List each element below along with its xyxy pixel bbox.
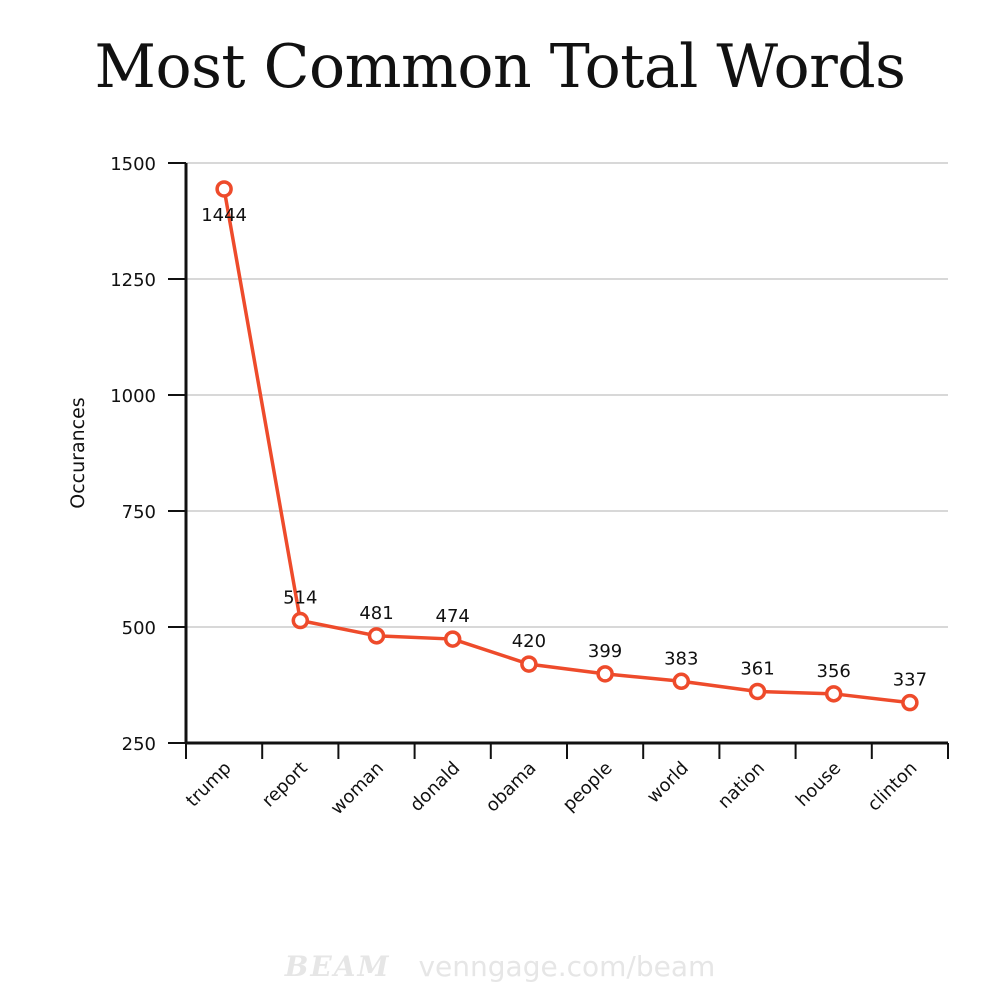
data-label: 474 — [436, 606, 470, 627]
data-label: 356 — [817, 661, 851, 682]
data-label: 383 — [664, 648, 698, 669]
data-point — [520, 655, 538, 673]
data-point — [291, 611, 310, 630]
x-tick-label: people — [559, 758, 617, 816]
chart-title: Most Common Total Words — [94, 32, 906, 102]
y-tick-label: 750 — [122, 502, 156, 523]
series-line — [222, 188, 911, 705]
x-tick-label: house — [792, 758, 845, 811]
y-tick-label: 500 — [122, 618, 156, 639]
y-tick-label: 1250 — [110, 270, 156, 291]
data-point — [215, 180, 233, 198]
data-label: 361 — [740, 658, 774, 679]
y-tick-label: 1500 — [110, 154, 156, 175]
x-tick-label: obama — [482, 758, 541, 817]
data-label: 420 — [512, 631, 546, 652]
y-tick-label: 250 — [122, 734, 156, 755]
data-point — [596, 665, 614, 683]
watermark: BEAM venngage.com/beam — [0, 950, 1000, 983]
data-point — [443, 630, 462, 648]
x-tick-label: clinton — [864, 758, 922, 816]
data-point — [748, 682, 767, 701]
y-tick-label: 1000 — [110, 386, 156, 407]
x-tick-label: world — [643, 758, 693, 808]
x-tick-label: woman — [327, 758, 388, 819]
data-point — [367, 627, 386, 645]
data-label: 337 — [893, 670, 927, 691]
watermark-url: venngage.com/beam — [418, 950, 716, 983]
data-label: 514 — [283, 588, 317, 609]
data-label: 481 — [359, 603, 393, 624]
data-label: 399 — [588, 641, 622, 662]
data-point — [672, 672, 691, 691]
data-point — [824, 685, 843, 703]
x-tick-label: donald — [406, 758, 464, 816]
x-tick-label: trump — [182, 758, 236, 812]
y-axis-label: Occurances — [67, 397, 89, 508]
x-tick-label: nation — [714, 758, 769, 813]
watermark-brand: BEAM — [284, 950, 391, 983]
x-tick-label: report — [258, 758, 312, 812]
data-label: 1444 — [201, 205, 247, 226]
data-point — [901, 693, 919, 712]
